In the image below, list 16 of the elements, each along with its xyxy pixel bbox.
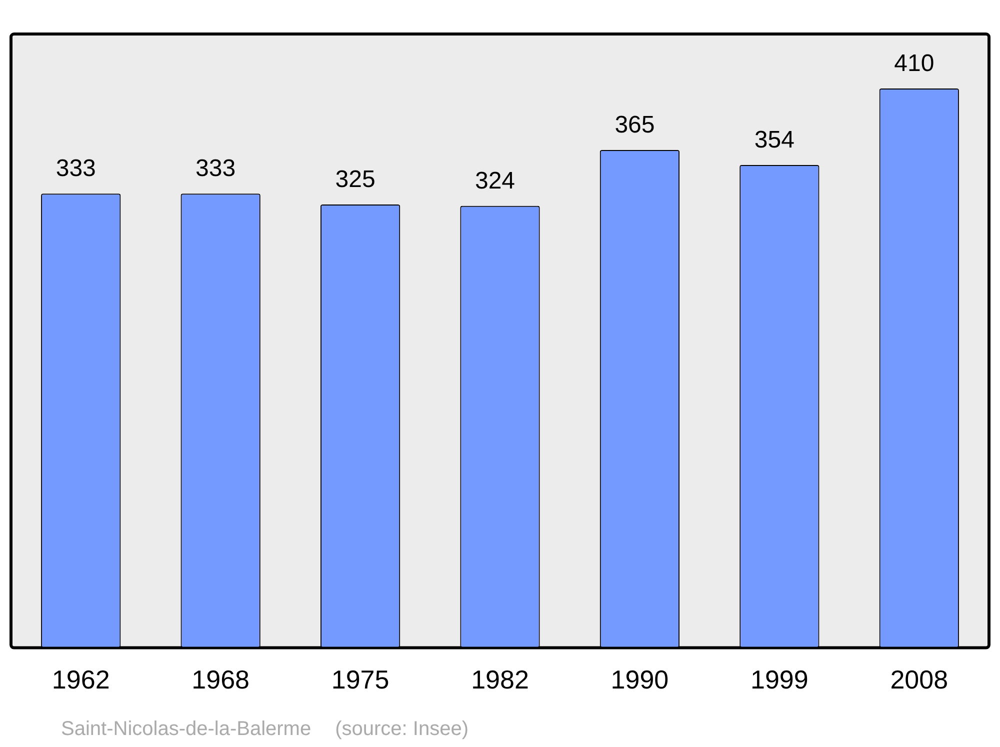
data-label: 333 (56, 155, 96, 182)
x-tick-label: 2008 (890, 664, 948, 695)
data-label: 410 (894, 50, 934, 78)
x-tick-label: 1999 (750, 664, 808, 695)
data-label: 324 (474, 167, 516, 194)
x-tick-label: 1975 (331, 664, 390, 695)
data-label: 325 (335, 166, 376, 194)
x-tick-label: 1968 (192, 664, 250, 695)
text: (source: Insee) (335, 718, 468, 740)
x-tick-label: 1962 (52, 664, 110, 695)
x-tick-label: 1982 (471, 664, 529, 695)
data-label: 365 (614, 112, 655, 139)
text: Saint-Nicolas-de-la-Balerme (61, 718, 312, 740)
data-label: 333 (196, 155, 236, 182)
data-label: 354 (754, 126, 794, 154)
x-tick-label: 1990 (610, 664, 669, 695)
